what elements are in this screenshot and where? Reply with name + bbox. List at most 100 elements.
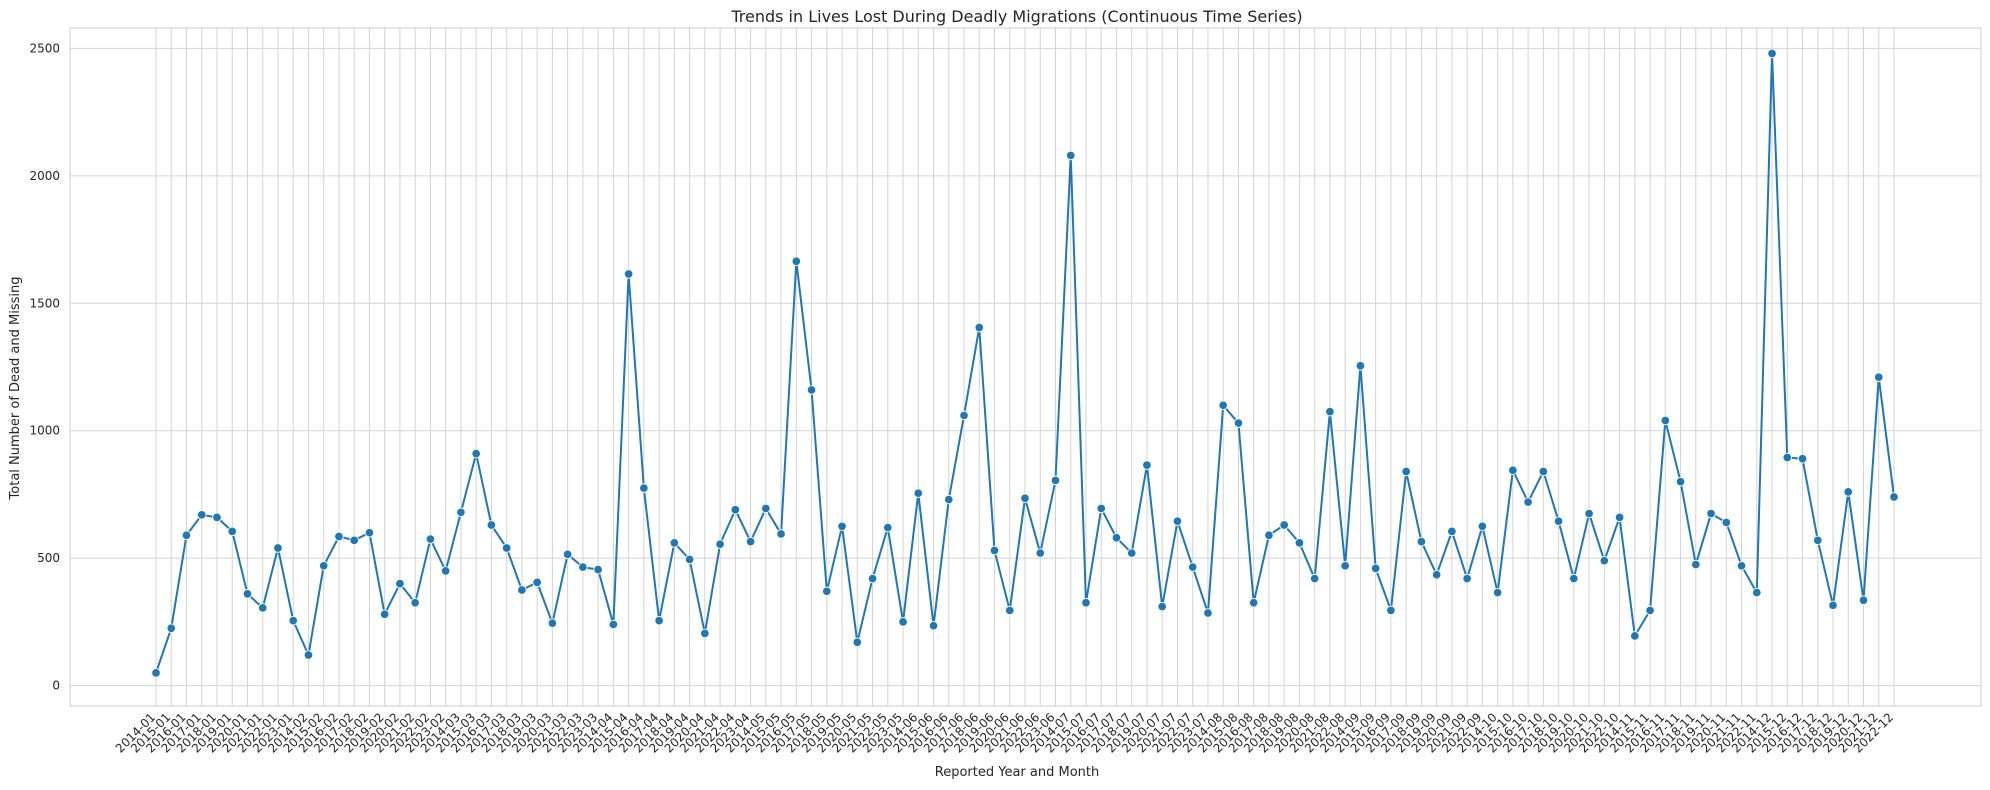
- data-point: [989, 545, 1000, 556]
- data-point: [1584, 508, 1594, 519]
- data-point: [1111, 533, 1122, 543]
- data-point: [440, 566, 451, 576]
- data-point: [1187, 562, 1198, 572]
- data-point: [684, 554, 695, 565]
- data-point: [1630, 631, 1640, 641]
- data-point: [913, 488, 924, 498]
- data-point: [974, 322, 985, 333]
- data-point: [898, 617, 908, 627]
- data-point: [1248, 598, 1259, 608]
- data-point: [578, 562, 588, 572]
- data-point: [517, 585, 527, 595]
- data-point: [1279, 520, 1289, 530]
- data-point: [242, 589, 253, 599]
- data-point: [532, 577, 542, 588]
- y-tick-label: 500: [37, 551, 60, 565]
- data-point: [1340, 561, 1350, 571]
- data-point: [639, 483, 649, 493]
- y-tick-label: 2500: [29, 41, 60, 55]
- data-point: [288, 615, 298, 626]
- data-point: [608, 619, 619, 630]
- data-point: [257, 603, 268, 613]
- data-point: [1843, 487, 1854, 497]
- data-point: [1508, 465, 1518, 475]
- data-point: [1614, 512, 1625, 523]
- data-point: [1309, 573, 1320, 584]
- data-point: [562, 549, 573, 560]
- data-point: [303, 650, 314, 660]
- data-point: [1477, 521, 1488, 532]
- data-point: [1065, 150, 1076, 161]
- data-point: [944, 494, 954, 505]
- data-point: [1523, 497, 1533, 507]
- data-point: [1538, 466, 1549, 477]
- data-point: [196, 510, 207, 520]
- data-point: [776, 529, 786, 539]
- data-point: [151, 668, 161, 678]
- data-point: [1157, 601, 1167, 612]
- data-point: [1050, 475, 1061, 486]
- data-point: [745, 536, 756, 547]
- y-tick-label: 1500: [29, 296, 60, 310]
- data-point: [181, 530, 192, 540]
- y-axis-label: Total Number of Dead and Missing: [8, 277, 23, 501]
- data-point: [273, 543, 283, 553]
- data-point: [1706, 508, 1716, 519]
- data-point: [1599, 555, 1610, 566]
- data-point: [761, 503, 771, 514]
- data-point: [334, 531, 344, 542]
- data-point: [791, 256, 802, 266]
- data-point: [1736, 561, 1747, 571]
- data-point: [1081, 598, 1091, 608]
- data-point: [1660, 415, 1671, 426]
- data-point: [471, 448, 481, 459]
- data-point: [1797, 454, 1808, 464]
- data-point: [212, 512, 222, 523]
- data-point: [349, 535, 359, 546]
- data-point: [1447, 526, 1457, 537]
- data-point: [1889, 492, 1899, 502]
- data-point: [1416, 536, 1427, 547]
- data-point: [425, 534, 436, 544]
- data-point: [1096, 503, 1106, 514]
- data-point: [806, 385, 817, 395]
- series-layer: [151, 48, 1899, 678]
- data-point: [730, 504, 741, 515]
- data-point: [486, 520, 497, 530]
- data-point: [1492, 587, 1503, 598]
- data-point: [837, 521, 847, 532]
- data-point: [166, 623, 176, 634]
- data-point: [1005, 605, 1015, 616]
- data-point: [318, 561, 329, 571]
- data-point: [1126, 548, 1137, 558]
- x-axis-ticks: 2014-012015-012016-012017-012018-012019-…: [113, 710, 1896, 755]
- data-point: [227, 526, 237, 537]
- data-point: [1431, 569, 1442, 580]
- chart-title: Trends in Lives Lost During Deadly Migra…: [730, 7, 1302, 26]
- y-tick-label: 1000: [29, 424, 60, 438]
- data-point: [379, 609, 390, 619]
- data-point: [1020, 493, 1030, 504]
- data-point: [1203, 608, 1213, 618]
- data-point: [1172, 516, 1183, 526]
- data-point: [1675, 476, 1686, 487]
- data-point: [1325, 406, 1335, 417]
- data-point: [1691, 559, 1701, 570]
- data-point: [623, 269, 634, 279]
- data-point: [1828, 600, 1838, 611]
- data-point: [1386, 605, 1396, 616]
- data-point: [822, 586, 832, 597]
- data-point: [1355, 360, 1366, 371]
- data-point: [410, 598, 420, 608]
- data-point: [1553, 516, 1564, 526]
- data-point: [654, 615, 664, 626]
- data-point: [700, 628, 710, 639]
- data-point: [852, 637, 863, 648]
- data-point: [1782, 452, 1793, 463]
- data-point: [1462, 573, 1472, 584]
- y-tick-label: 2000: [29, 169, 60, 183]
- data-point: [395, 578, 405, 589]
- x-axis-label: Reported Year and Month: [935, 765, 1099, 780]
- data-point: [1752, 587, 1762, 598]
